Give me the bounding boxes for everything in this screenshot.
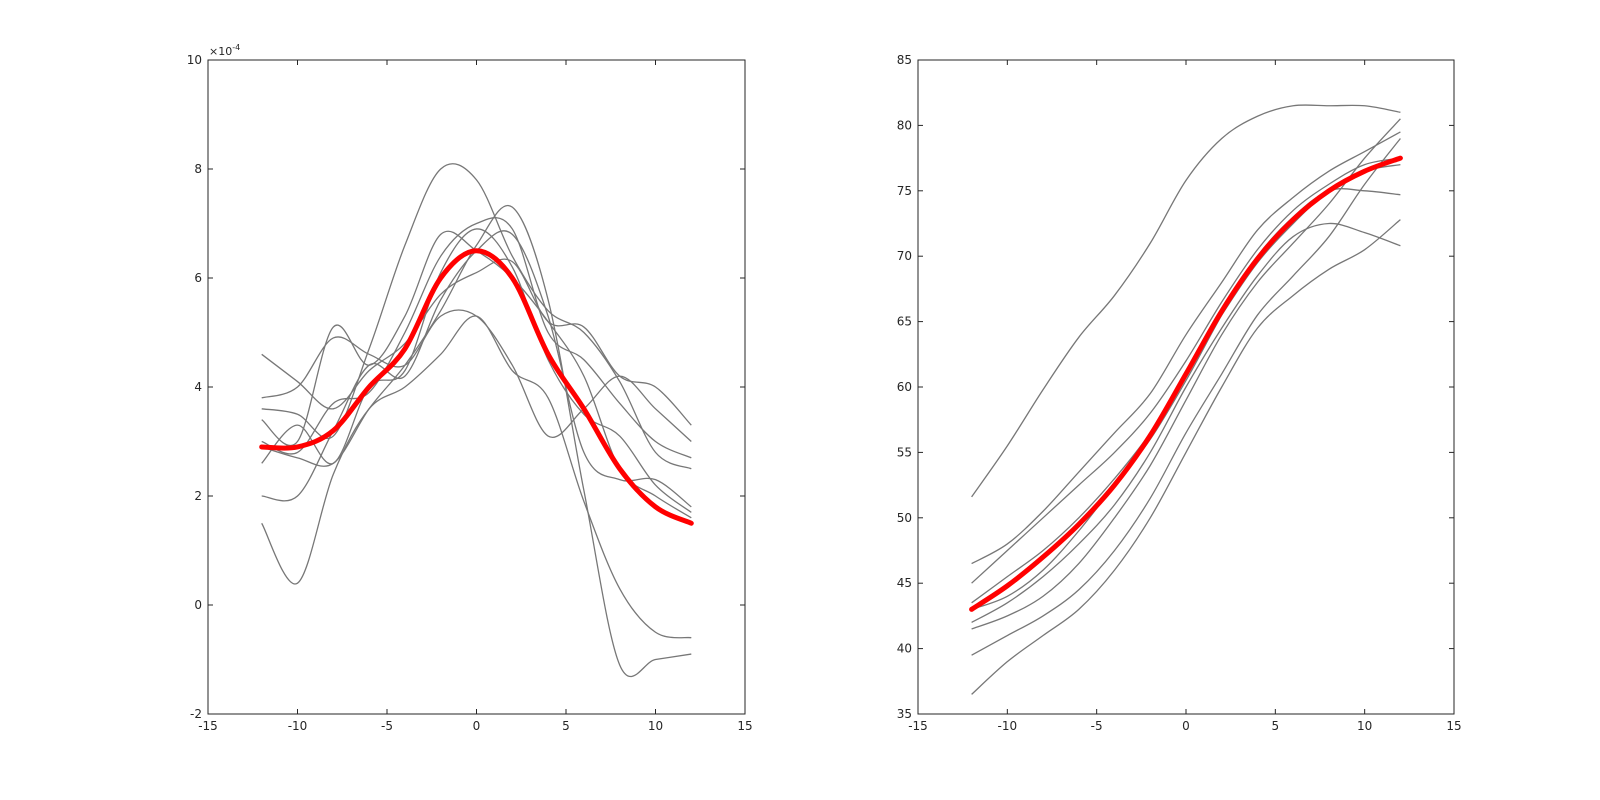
x-tick-label: -10 (288, 719, 308, 733)
right-plot-panel: -15 -10 -5 0 5 10 15 35 40 45 50 55 60 65 70 75 80 85 (897, 53, 1462, 733)
y-tick-label: 6 (194, 271, 202, 285)
y-tick-label: 35 (897, 707, 912, 721)
y-tick-label: 75 (897, 184, 912, 198)
y-tick-label: 2 (194, 489, 202, 503)
y-tick-label: 65 (897, 315, 912, 329)
trace-line-1 (971, 104, 1401, 498)
plot-area (208, 60, 745, 714)
trace-line-3 (261, 163, 692, 470)
y-tick-label: 8 (194, 162, 202, 176)
y-exponent-label: ×10-4 (209, 43, 240, 58)
y-tick-label: 80 (897, 118, 912, 132)
x-tick-label: -15 (198, 719, 218, 733)
trace-line-2 (971, 131, 1401, 565)
y-tick-label: 4 (194, 380, 202, 394)
x-tick-label: 0 (1182, 719, 1190, 733)
x-tick-label: 10 (648, 719, 663, 733)
y-tick-label: 40 (897, 642, 912, 656)
y-exponent-power: -4 (232, 43, 240, 52)
trace-line-5 (261, 217, 692, 459)
y-tick-label: 85 (897, 53, 912, 67)
y-exponent-base: ×10 (209, 45, 232, 58)
series-group (259, 163, 694, 678)
x-tick-label: -5 (1091, 719, 1103, 733)
x-tick-label: 10 (1357, 719, 1372, 733)
left-plot-panel: -15 -10 -5 0 5 10 15 -2 0 2 4 6 8 10 ×10-4 (187, 43, 753, 733)
x-tick-label: 15 (737, 719, 752, 733)
trace-line-7 (971, 118, 1401, 630)
x-tick-label: 5 (1272, 719, 1280, 733)
x-tick-label: 0 (473, 719, 481, 733)
trace-line-3 (971, 157, 1401, 584)
x-tick-label: -15 (908, 719, 928, 733)
trace-line-6 (971, 222, 1401, 624)
trace-line-8 (971, 138, 1401, 656)
x-tick-label: 5 (562, 719, 570, 733)
y-tick-label: -2 (190, 707, 202, 721)
y-tick-label: 70 (897, 249, 912, 263)
y-tick-label: 45 (897, 576, 912, 590)
series-group (969, 104, 1403, 695)
x-tick-label: -5 (381, 719, 393, 733)
trace-line-9 (971, 219, 1401, 695)
trace-line-8 (261, 315, 692, 639)
y-tick-label: 55 (897, 445, 912, 459)
y-tick-label: 0 (194, 598, 202, 612)
y-tick-label: 10 (187, 53, 202, 67)
y-tick-label: 50 (897, 511, 912, 525)
mean-line (259, 248, 694, 526)
trace-line-9 (261, 204, 692, 678)
mean-line (969, 155, 1403, 612)
y-tick-label: 60 (897, 380, 912, 394)
x-tick-label: -10 (998, 719, 1018, 733)
x-tick-label: 15 (1446, 719, 1461, 733)
